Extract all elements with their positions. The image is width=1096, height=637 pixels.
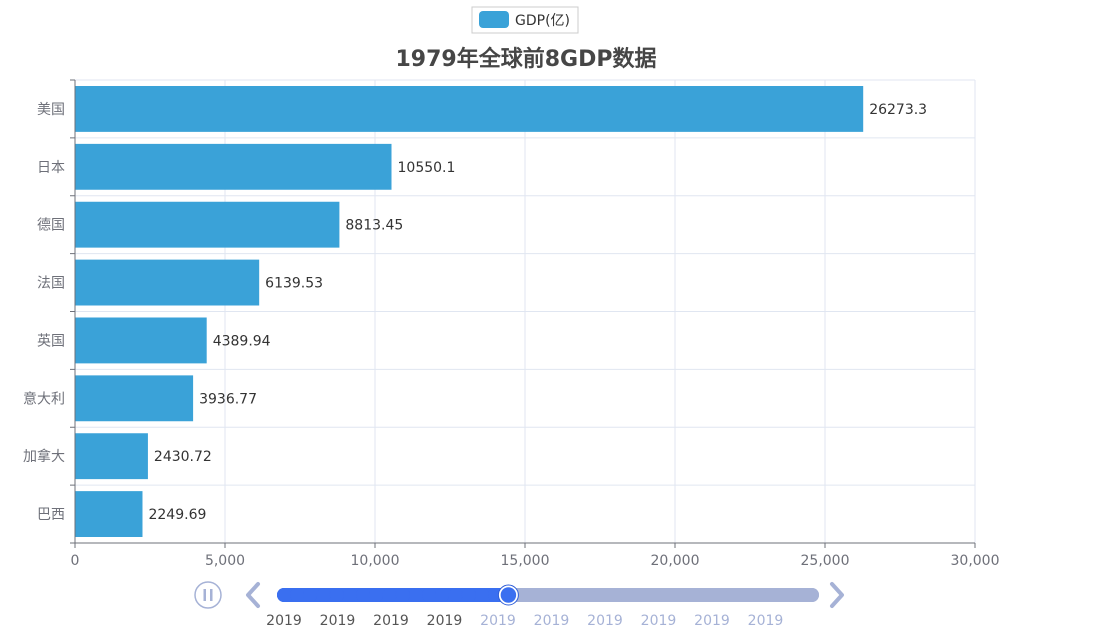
timeline-point[interactable]: [422, 588, 437, 602]
pause-icon-bar-left: [203, 589, 206, 601]
bars: 26273.3 10550.1 8813.45 6139.53 4389.94 3936.…: [75, 86, 927, 537]
timeline-point[interactable]: [303, 588, 318, 602]
timeline-point[interactable]: [567, 588, 582, 602]
timeline-point[interactable]: [805, 588, 819, 602]
y-tick-label: 巴西: [37, 507, 65, 523]
timeline-point[interactable]: [673, 588, 687, 602]
x-tick-label: 30,000: [951, 553, 1000, 569]
timeline-label[interactable]: 2019: [266, 613, 302, 629]
x-tick-label: 10,000: [351, 553, 400, 569]
timeline-point[interactable]: [646, 588, 661, 602]
timeline-labels: 2019 2019 2019 2019 2019 2019 2019 2019 2019 2019: [266, 613, 783, 629]
timeline-point[interactable]: [435, 588, 450, 602]
timeline-point[interactable]: [620, 588, 635, 602]
timeline-point[interactable]: [277, 588, 291, 602]
bar-7[interactable]: [75, 433, 148, 480]
timeline-label[interactable]: 2019: [641, 613, 677, 629]
y-tick-label: 加拿大: [23, 448, 65, 465]
y-tick-label: 日本: [37, 160, 65, 176]
timeline-point[interactable]: [791, 588, 806, 602]
timeline-point[interactable]: [607, 588, 621, 602]
chart-title: 1979年全球前8GDP数据: [396, 46, 657, 72]
timeline-point[interactable]: [541, 588, 555, 602]
timeline-point[interactable]: [461, 588, 476, 602]
timeline-point[interactable]: [778, 588, 793, 602]
y-tick-label: 英国: [37, 332, 65, 349]
legend-swatch[interactable]: [479, 11, 509, 28]
pause-icon[interactable]: [194, 581, 222, 609]
bar-6[interactable]: [75, 375, 194, 422]
bar-3[interactable]: [75, 201, 340, 248]
x-tick-label: 15,000: [501, 553, 550, 569]
bar-value-label: 6139.53: [265, 276, 323, 292]
timeline-point[interactable]: [765, 588, 780, 602]
bar-4[interactable]: [75, 259, 260, 306]
chevron-right-icon[interactable]: [830, 582, 844, 608]
y-tick-label: 德国: [37, 218, 65, 234]
timeline-point[interactable]: [739, 588, 753, 602]
timeline-point[interactable]: [725, 588, 740, 602]
y-tick-label: 法国: [37, 276, 65, 292]
timeline-point[interactable]: [580, 588, 595, 602]
timeline-point[interactable]: [527, 588, 542, 602]
timeline-label[interactable]: 2019: [694, 613, 730, 629]
timeline-point[interactable]: [316, 588, 331, 602]
timeline-label[interactable]: 2019: [427, 613, 463, 629]
bar-value-label: 2430.72: [154, 449, 212, 465]
timeline-handle-outline: [497, 584, 519, 606]
timeline-point[interactable]: [686, 588, 701, 602]
timeline-point[interactable]: [475, 588, 489, 602]
bar-5[interactable]: [75, 317, 207, 364]
bar-1[interactable]: [75, 86, 864, 132]
timeline-label[interactable]: 2019: [480, 613, 516, 629]
legend[interactable]: GDP(亿): [471, 6, 579, 34]
timeline-point[interactable]: [356, 588, 371, 602]
bar-value-label: 3936.77: [199, 391, 257, 407]
timeline-point[interactable]: [448, 588, 463, 602]
timeline-point[interactable]: [395, 588, 410, 602]
y-tick-label: 意大利: [23, 390, 65, 407]
chevron-left-icon[interactable]: [246, 582, 260, 608]
bar-2[interactable]: [75, 143, 392, 190]
bar-8[interactable]: [75, 491, 143, 537]
x-tick-label: 20,000: [651, 553, 700, 569]
timeline-point[interactable]: [554, 588, 569, 602]
timeline-track[interactable]: [277, 584, 819, 606]
timeline-label[interactable]: 2019: [748, 613, 784, 629]
timeline-point[interactable]: [699, 588, 714, 602]
timeline-point[interactable]: [659, 588, 674, 602]
timeline-label[interactable]: 2019: [320, 613, 356, 629]
x-tick-label: 0: [71, 553, 80, 569]
legend-label[interactable]: GDP(亿): [515, 13, 570, 29]
x-tick-label: 25,000: [801, 553, 850, 569]
timeline-point[interactable]: [369, 588, 384, 602]
timeline-label[interactable]: 2019: [373, 613, 409, 629]
timeline-point[interactable]: [633, 588, 648, 602]
bar-value-label: 26273.3: [869, 102, 927, 118]
timeline: 2019 2019 2019 2019 2019 2019 2019 2019 2019 2019: [194, 581, 844, 629]
timeline-point[interactable]: [290, 588, 305, 602]
timeline-point[interactable]: [752, 588, 767, 602]
pause-icon-bar-right: [210, 589, 213, 601]
play-pause-button[interactable]: [194, 581, 222, 609]
bar-value-label: 2249.69: [148, 507, 206, 523]
timeline-point[interactable]: [329, 588, 344, 602]
timeline-handle[interactable]: [499, 585, 518, 605]
y-tick-label: 美国: [37, 102, 65, 118]
bar-value-label: 10550.1: [398, 160, 456, 176]
x-tick-label: 5,000: [205, 553, 245, 569]
timeline-label[interactable]: 2019: [587, 613, 623, 629]
bar-value-label: 4389.94: [213, 333, 271, 349]
timeline-point[interactable]: [343, 588, 357, 602]
timeline-point[interactable]: [712, 588, 727, 602]
timeline-label[interactable]: 2019: [534, 613, 570, 629]
timeline-point[interactable]: [382, 588, 397, 602]
bar-value-label: 8813.45: [345, 218, 403, 234]
timeline-point[interactable]: [409, 588, 423, 602]
timeline-point[interactable]: [593, 588, 608, 602]
